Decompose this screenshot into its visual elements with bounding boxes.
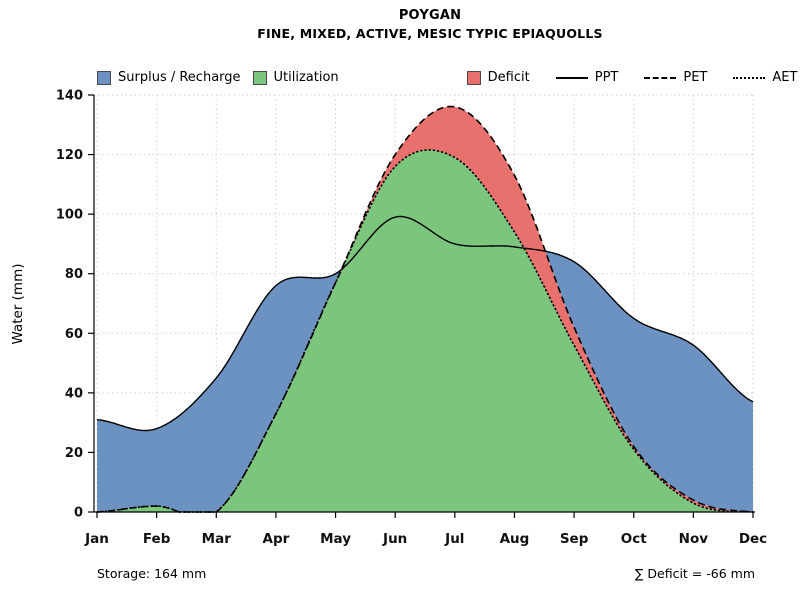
legend-item-deficit: Deficit [466,70,530,85]
x-tick-label: Jan [84,531,109,547]
title-block: POYGAN FINE, MIXED, ACTIVE, MESIC TYPIC … [60,8,800,41]
x-tick-label: Aug [500,531,530,547]
dotted-line-icon [733,76,766,79]
y-tick-label: 140 [56,89,83,104]
utilization-area [97,149,753,512]
y-tick-label: 120 [56,148,83,163]
x-tick-label: Oct [621,531,647,547]
legend-item-ppt: PPT [555,70,619,85]
dashed-line-icon [644,76,677,79]
chart-legend: Surplus / Recharge Utilization Deficit P… [97,70,797,85]
y-axis-label: Water (mm) [10,263,26,345]
y-tick-label: 0 [74,506,83,521]
legend-label-surplus: Surplus / Recharge [118,70,241,85]
legend-item-pet: PET [644,70,707,85]
y-tick-label: 40 [65,386,83,401]
y-tick-label: 80 [65,267,83,282]
x-tick-label: Feb [143,531,171,547]
x-tick-label: Jun [382,531,407,547]
legend-item-aet: AET [733,70,797,85]
utilization-swatch-icon [252,70,267,85]
chart-title: POYGAN [398,8,462,23]
chart-subtitle: FINE, MIXED, ACTIVE, MESIC TYPIC EPIAQUO… [257,26,603,41]
storage-annotation: Storage: 164 mm [97,566,207,581]
legend-label-pet: PET [683,70,708,85]
legend-label-utilization: Utilization [273,70,339,85]
legend-label-deficit: Deficit [487,70,530,85]
deficit-swatch-icon [466,70,481,85]
x-tick-label: May [320,531,351,547]
legend-item-utilization: Utilization [252,70,339,85]
x-tick-label: Apr [263,531,290,547]
x-tick-label: Mar [202,531,232,547]
axis-tick-labels: 0 20 40 60 80 100 120 140 Jan Feb Mar Apr May Jun Jul A… [56,89,767,548]
surplus-recharge-area [97,106,753,512]
surplus-swatch-icon [97,70,111,85]
y-tick-label: 20 [65,446,83,461]
x-tick-label: Sep [560,531,589,547]
x-tick-label: Jul [444,531,464,547]
y-tick-label: 100 [56,208,83,223]
deficit-sum-annotation: ∑ Deficit = -66 mm [635,566,755,581]
y-tick-label: 60 [65,327,83,342]
x-tick-label: Dec [739,531,767,547]
legend-item-surplus: Surplus / Recharge [97,70,241,85]
x-tick-label: Nov [679,531,709,547]
legend-label-aet: AET [772,70,798,85]
solid-line-icon [555,76,588,79]
ppt-line [96,215,754,432]
axes [88,94,755,518]
legend-label-ppt: PPT [594,70,619,85]
